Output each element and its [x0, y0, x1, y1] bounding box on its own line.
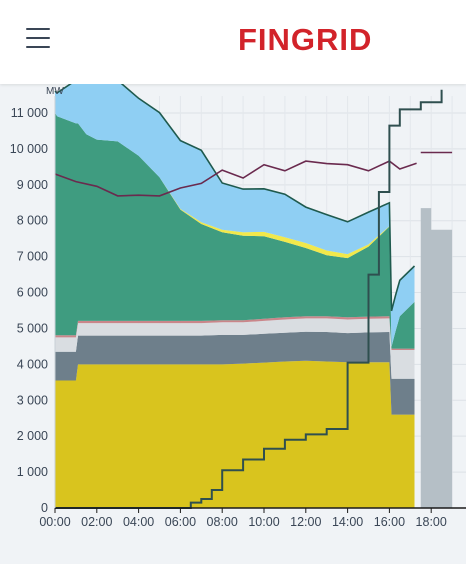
x-tick-label: 10:00 [248, 515, 279, 529]
x-tick-label: 08:00 [207, 515, 238, 529]
y-tick-label: 8 000 [17, 214, 48, 228]
y-tick-label: 4 000 [17, 357, 48, 371]
x-tick-label: 00:00 [39, 515, 70, 529]
step-line [55, 89, 443, 509]
x-tick-label: 04:00 [123, 515, 154, 529]
y-tick-label: 10 000 [10, 142, 48, 156]
y-tick-label: 11 000 [11, 106, 48, 120]
y-tick-label: 5 000 [17, 321, 48, 335]
forecast-bars [420, 151, 453, 508]
fingrid-logo: FINGRID [238, 22, 373, 57]
x-tick-label: 02:00 [81, 515, 112, 529]
forecast-block [420, 208, 453, 508]
y-tick-label: 1 000 [17, 465, 48, 479]
x-tick-label: 16:00 [374, 515, 405, 529]
area-hydro [55, 331, 415, 415]
chart-svg: 0 1 000 2 000 3 000 4 000 5 000 6 000 7 000 8 00… [10, 69, 466, 529]
y-axis-unit: MW [46, 86, 64, 97]
top-bar: FINGRID [0, 0, 466, 84]
area-nuclear [55, 360, 415, 508]
hamburger-menu-icon[interactable] [26, 26, 52, 50]
area-chp [55, 318, 415, 379]
y-tick-label: 6 000 [17, 286, 48, 300]
area-wind [55, 112, 415, 349]
y-tick-label: 2 000 [17, 429, 48, 443]
y-tick-label: 7 000 [17, 250, 48, 264]
consumption-line [54, 160, 417, 197]
y-axis: 0 1 000 2 000 3 000 4 000 5 000 6 000 7 000 8 00… [10, 106, 48, 515]
electricity-chart: 0 1 000 2 000 3 000 4 000 5 000 6 000 7 000 8 00… [0, 69, 466, 559]
x-tick-label: 12:00 [290, 515, 321, 529]
stacked-areas [54, 69, 416, 508]
chart-lines [54, 89, 443, 509]
x-axis: 00:00 02:00 04:00 06:00 08:00 10:00 12:00 14:00… [39, 96, 466, 529]
y-tick-label: 0 [41, 501, 48, 515]
x-tick-label: 06:00 [165, 515, 196, 529]
x-tick-label: 14:00 [332, 515, 363, 529]
x-tick-label: 18:00 [416, 515, 447, 529]
y-tick-label: 3 000 [17, 393, 48, 407]
area-imports [55, 71, 415, 347]
y-tick-label: 9 000 [17, 178, 48, 192]
